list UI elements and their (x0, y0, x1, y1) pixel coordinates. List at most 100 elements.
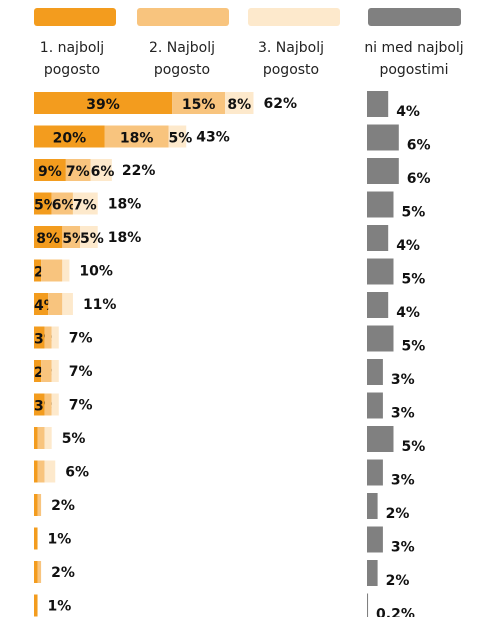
bar-segment (34, 293, 49, 315)
bar-segment (37, 460, 45, 483)
legend-label: 1. najbolj pogosto (39, 40, 105, 78)
bar-segment (44, 427, 52, 449)
total-label: 7% (69, 364, 93, 380)
comparison-label: 3% (391, 540, 415, 556)
comparison-bar (367, 392, 383, 419)
total-label: 18% (108, 230, 142, 246)
comparison-bar (367, 292, 389, 318)
bar-segment (34, 92, 173, 114)
bar-segment (44, 326, 52, 349)
bar-segment (37, 427, 45, 449)
bar-segment (34, 494, 38, 516)
comparison-bar (367, 493, 378, 519)
bar-segment (34, 259, 42, 282)
comparison-bar (367, 191, 394, 218)
legend-swatch (34, 8, 116, 26)
comparison-label: 3% (391, 372, 415, 388)
total-label: 18% (108, 197, 142, 213)
value-label: 7% (73, 198, 97, 214)
comparison-label: 5% (402, 205, 426, 221)
comparison-label: 4% (396, 305, 420, 321)
comparison-label: 5% (402, 339, 426, 355)
comparison-label: 4% (396, 238, 420, 254)
comparison-label: 3% (391, 406, 415, 422)
bar-segment (62, 226, 81, 248)
comparison-bar (367, 359, 383, 385)
bar-segment (34, 561, 38, 583)
bar-segment (34, 125, 105, 148)
bar-segment (172, 92, 226, 114)
bar-segment (34, 393, 45, 416)
comparison-label: 6% (407, 138, 431, 154)
comparison-bar (367, 258, 394, 285)
comparison-bar (367, 426, 394, 452)
comparison-label: 2% (386, 573, 410, 589)
bar-segment (34, 427, 38, 449)
value-label: 18% (120, 131, 154, 147)
total-label: 43% (196, 130, 230, 146)
total-label: 5% (62, 431, 86, 447)
comparison-label: 0.2% (376, 607, 415, 617)
bar-segment (44, 393, 52, 416)
comparison-label: 5% (402, 272, 426, 288)
comparison-bar (367, 560, 378, 586)
legend-swatch (137, 8, 229, 26)
bar-segment (34, 192, 52, 215)
total-label: 11% (83, 297, 117, 313)
bar-segment (34, 460, 38, 483)
total-label: 22% (122, 163, 156, 179)
legend-label: 3. Najbolj pogosto (258, 40, 324, 78)
value-label: 9% (38, 164, 62, 180)
bar-segment (51, 326, 59, 349)
legend-label: 2. Najbolj pogosto (149, 40, 215, 78)
value-label: 6% (91, 164, 115, 180)
value-label: 8% (36, 231, 60, 247)
bar-segment (37, 561, 42, 583)
bar-segment (62, 293, 73, 315)
comparison-label: 3% (391, 473, 415, 489)
bar-segment (65, 159, 91, 181)
comparison-bar (367, 225, 389, 251)
bar-segment (168, 125, 187, 148)
bar-segment (41, 259, 63, 282)
comparison-bar (367, 593, 369, 617)
bar-segment (34, 594, 38, 617)
bar-segment (34, 159, 66, 181)
value-label: 39% (86, 97, 120, 113)
comparison-bar (367, 158, 399, 184)
value-label: 20% (53, 131, 87, 147)
bar-segment (34, 360, 42, 382)
legend-swatch (368, 8, 461, 26)
value-label: 5% (80, 231, 104, 247)
bar-segment (225, 92, 254, 114)
bar-segment (104, 125, 169, 148)
legend-label: ni med najbolj pogostimi (364, 40, 464, 78)
comparison-label: 5% (402, 439, 426, 455)
bar-segment (51, 192, 73, 215)
comparison-label: 2% (386, 506, 410, 522)
bar-segment (80, 226, 98, 248)
total-label: 62% (263, 96, 297, 112)
value-label: 8% (227, 97, 251, 113)
comparison-label: 6% (407, 171, 431, 187)
bar-segment (34, 326, 45, 349)
bar-segment (72, 192, 98, 215)
total-label: 2% (51, 498, 75, 514)
total-label: 6% (65, 465, 89, 481)
comparison-bar (367, 325, 394, 352)
bar-segment (34, 527, 38, 550)
total-label: 1% (48, 599, 72, 615)
bar-segment (44, 460, 56, 483)
bar-segment (62, 259, 70, 282)
bar-segment (34, 226, 63, 248)
legend-swatch (248, 8, 340, 26)
bar-segment (37, 494, 42, 516)
bar-segment (41, 360, 52, 382)
bar-segment (51, 360, 59, 382)
comparison-bar (367, 91, 389, 117)
comparison-bar (367, 526, 383, 553)
value-label: 6% (52, 198, 76, 214)
value-label: 7% (66, 164, 90, 180)
